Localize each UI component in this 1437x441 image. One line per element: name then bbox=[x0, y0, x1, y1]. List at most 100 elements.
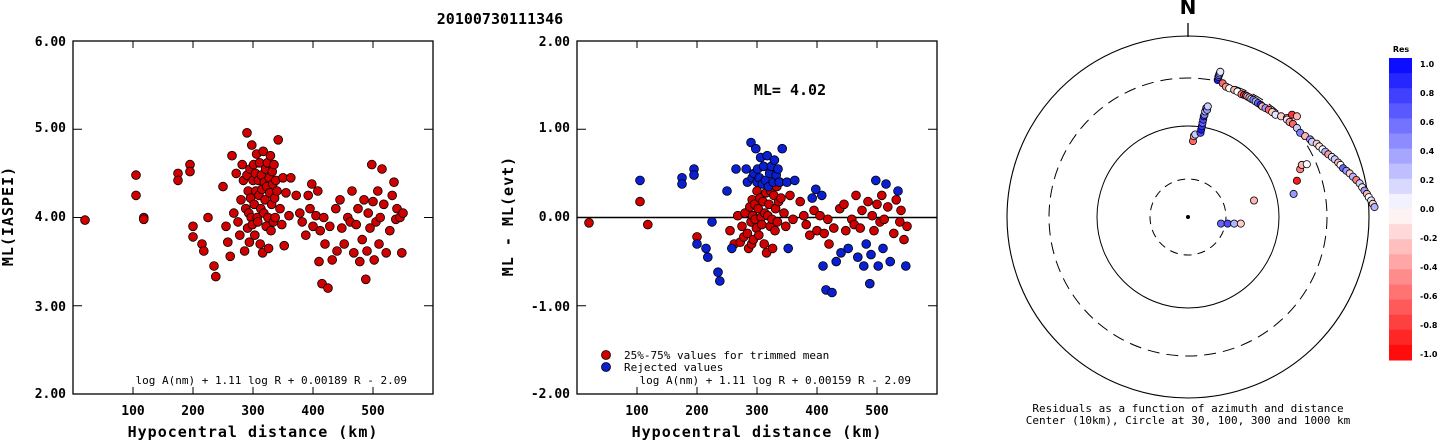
data-point bbox=[265, 150, 276, 161]
left-xtick-label: 400 bbox=[301, 404, 325, 419]
data-point bbox=[332, 246, 342, 256]
middle-xtick-label: 200 bbox=[685, 404, 709, 419]
colorbar-swatch bbox=[1389, 209, 1412, 225]
polar-point bbox=[1230, 219, 1239, 228]
legend-accepted-marker bbox=[601, 350, 611, 360]
ring-1000km bbox=[1006, 35, 1370, 399]
middle-ytick-label: -1.00 bbox=[531, 300, 570, 315]
data-point bbox=[255, 239, 266, 249]
data-point bbox=[855, 223, 865, 233]
middle-chart: -2.00 -1.00 0.00 1.00 2.00 100 200 300 4… bbox=[499, 35, 938, 441]
data-point bbox=[836, 248, 846, 258]
data-point bbox=[330, 203, 341, 214]
data-point bbox=[858, 261, 869, 271]
data-point bbox=[284, 210, 294, 221]
colorbar-tick-label: -0.6 bbox=[1420, 292, 1437, 301]
data-point bbox=[753, 203, 763, 214]
data-point bbox=[843, 243, 853, 254]
data-point bbox=[336, 223, 347, 233]
data-point bbox=[770, 225, 780, 236]
data-point bbox=[311, 210, 321, 221]
polar-point bbox=[1302, 160, 1311, 169]
data-point bbox=[305, 203, 315, 214]
data-point bbox=[701, 243, 711, 254]
data-point bbox=[725, 225, 735, 236]
data-point bbox=[377, 164, 387, 174]
data-point bbox=[372, 186, 383, 196]
data-point bbox=[894, 217, 905, 227]
data-point bbox=[229, 208, 239, 218]
data-point bbox=[896, 205, 906, 216]
data-point bbox=[252, 217, 263, 227]
data-point bbox=[249, 199, 260, 210]
data-point bbox=[692, 239, 702, 249]
left-xtick-label: 200 bbox=[181, 404, 205, 419]
data-point bbox=[272, 186, 282, 196]
data-point bbox=[885, 256, 895, 267]
data-point bbox=[354, 256, 365, 267]
left-yaxis-label: ML(IASPEI) bbox=[0, 166, 17, 266]
left-ytick-label: 2.00 bbox=[35, 387, 66, 402]
colorbar-tick-label: 0.6 bbox=[1420, 118, 1435, 127]
data-point bbox=[365, 223, 375, 233]
data-point bbox=[131, 190, 141, 201]
data-point bbox=[873, 261, 883, 271]
data-point bbox=[396, 248, 407, 258]
middle-yaxis-label: ML - ML(evt) bbox=[499, 156, 517, 276]
colorbar-swatch bbox=[1389, 193, 1412, 210]
data-point bbox=[878, 243, 888, 254]
data-point bbox=[362, 246, 372, 256]
data-point bbox=[347, 186, 357, 196]
epicenter-dot bbox=[1186, 215, 1190, 219]
data-point bbox=[772, 217, 783, 227]
data-point bbox=[753, 230, 764, 241]
data-point bbox=[801, 219, 811, 230]
colorbar-tick-label: 1.0 bbox=[1420, 60, 1435, 69]
data-point bbox=[713, 267, 723, 278]
colorbar-swatch bbox=[1389, 178, 1412, 195]
data-point bbox=[266, 225, 276, 236]
data-point bbox=[218, 181, 228, 192]
data-point bbox=[314, 256, 324, 267]
colorbar-labels: 1.0 0.8 0.6 0.4 0.2 0.0 -0.2 -0.4 -0.6 -0.8 -1.0 bbox=[1420, 60, 1437, 359]
data-point bbox=[864, 278, 875, 289]
data-point bbox=[866, 249, 876, 260]
polar-point bbox=[1250, 196, 1259, 205]
data-point bbox=[783, 243, 793, 254]
left-ytick-label: 3.00 bbox=[35, 300, 66, 315]
left-chart: 2.00 3.00 4.00 5.00 6.00 100 200 300 400… bbox=[0, 35, 434, 441]
data-point bbox=[384, 225, 395, 236]
data-point bbox=[900, 261, 911, 271]
data-point bbox=[872, 199, 882, 210]
data-point bbox=[809, 205, 819, 216]
middle-xaxis-label: Hypocentral distance (km) bbox=[632, 423, 883, 441]
ml-value-label: ML= 4.02 bbox=[754, 81, 826, 99]
data-point bbox=[312, 186, 323, 196]
data-point bbox=[839, 199, 849, 210]
data-point bbox=[348, 248, 359, 258]
data-point bbox=[306, 179, 317, 189]
data-point bbox=[300, 230, 311, 241]
data-point bbox=[828, 223, 839, 233]
colorbar-tick-label: 0.2 bbox=[1420, 176, 1434, 185]
data-point bbox=[818, 261, 828, 271]
colorbar-swatch bbox=[1389, 284, 1412, 301]
data-point bbox=[810, 184, 821, 195]
data-point bbox=[762, 150, 772, 161]
colorbar-tick-label: 0.4 bbox=[1420, 147, 1435, 156]
colorbar-tick-label: 0.8 bbox=[1420, 89, 1435, 98]
data-point bbox=[131, 170, 141, 180]
data-point bbox=[188, 221, 198, 232]
data-point bbox=[882, 202, 893, 212]
data-point bbox=[584, 218, 594, 228]
data-point bbox=[398, 208, 408, 218]
data-point bbox=[891, 195, 901, 205]
ring-300km bbox=[1048, 77, 1328, 357]
data-point bbox=[315, 225, 326, 236]
middle-xtick-label: 100 bbox=[625, 404, 649, 419]
data-point bbox=[389, 177, 399, 188]
data-point bbox=[782, 177, 792, 188]
polar-caption-line1: Residuals as a function of azimuth and d… bbox=[1032, 402, 1343, 415]
data-point bbox=[635, 196, 645, 207]
